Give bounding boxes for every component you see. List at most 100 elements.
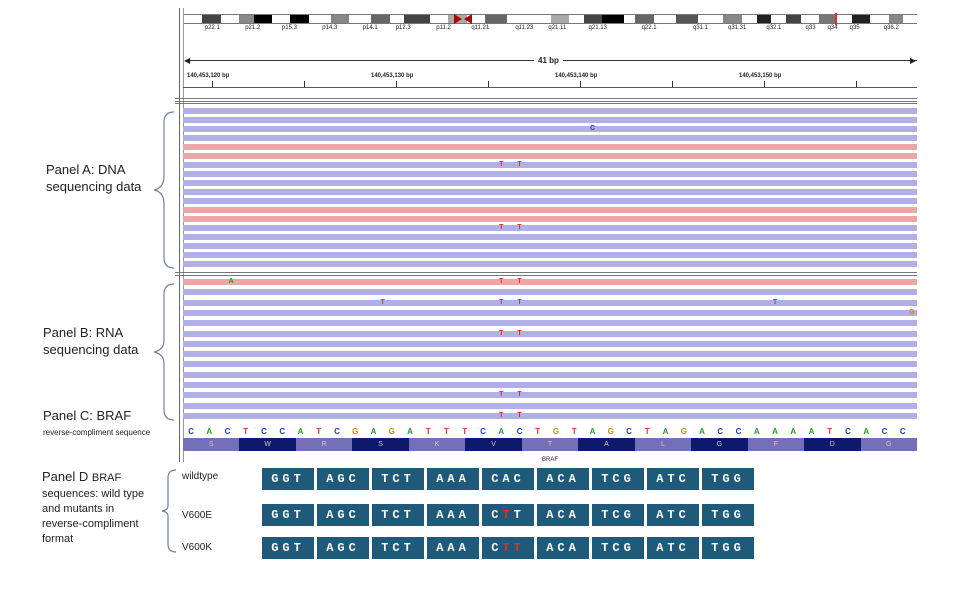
chromosome-band (569, 15, 585, 23)
sequencing-read[interactable] (183, 351, 917, 358)
ruler-right-arrow-icon: ▶ (910, 56, 917, 65)
mismatch-base: C (589, 125, 596, 132)
ruler-position-label: 140,453,150 bp (739, 73, 782, 79)
band-label: q35 (849, 25, 860, 31)
codon: ATC (647, 537, 699, 559)
mismatch-base: T (517, 278, 522, 285)
v600e-label: V600E (182, 510, 213, 521)
amino-acid: F (747, 438, 805, 451)
codon: AAA (427, 537, 479, 559)
rna-reads-track[interactable]: A T T T T T T G T T T T T T (183, 278, 917, 424)
band-label: p22.1 (204, 25, 220, 31)
sequencing-read[interactable] (183, 180, 917, 186)
chromosome-band (771, 15, 786, 23)
band-label: p12.3 (395, 25, 411, 31)
amino-acid: L (634, 438, 692, 451)
chromosome-band (697, 15, 724, 23)
sequencing-read[interactable] (183, 216, 917, 222)
reference-base: T (243, 427, 249, 436)
sequencing-read[interactable] (183, 189, 917, 195)
codon: TCT (372, 537, 424, 559)
chromosome-band (371, 15, 390, 23)
amino-acid: W (239, 438, 296, 451)
sequencing-read[interactable] (183, 198, 917, 204)
chromosome-band (184, 15, 203, 23)
mismatch-base: T (517, 411, 522, 419)
sequencing-read[interactable] (183, 252, 917, 258)
sequencing-read[interactable] (183, 207, 917, 213)
current-locus-marker (835, 13, 838, 25)
ruler-position-label: 140,453,130 bp (371, 73, 414, 79)
reference-base: A (407, 427, 413, 436)
sequencing-read[interactable] (183, 135, 917, 141)
sequencing-read[interactable] (183, 402, 917, 409)
sequencing-read[interactable] (183, 412, 917, 419)
band-label: p14.3 (322, 25, 338, 31)
chromosome-band (330, 15, 350, 23)
reference-base: T (571, 427, 577, 436)
sequencing-read[interactable] (183, 153, 917, 159)
amino-acid: S (183, 438, 240, 451)
sequencing-read[interactable] (183, 117, 917, 123)
reference-base: A (753, 427, 760, 436)
reference-base: C (224, 427, 231, 436)
sequencing-read[interactable] (183, 289, 917, 296)
sequencing-read[interactable] (183, 330, 917, 337)
sequencing-read[interactable] (183, 382, 917, 388)
band-label: q31.31 (727, 25, 747, 31)
sequencing-read[interactable] (183, 340, 917, 347)
sequencing-read[interactable] (183, 392, 917, 399)
chromosome-band (253, 15, 273, 23)
reference-base: C (516, 427, 523, 436)
chromosome-band (870, 15, 889, 23)
amino-acid: S (352, 438, 409, 451)
mismatch-base: T (517, 224, 522, 231)
sequencing-read[interactable] (183, 144, 917, 150)
band-label: p14.1 (362, 25, 378, 31)
codon: ATC (647, 468, 699, 490)
mismatch-base: T (499, 278, 504, 285)
chromosome-band (837, 15, 852, 23)
sequencing-read[interactable] (183, 371, 917, 378)
mismatch-base: T (517, 391, 522, 399)
sequencing-read[interactable] (183, 309, 917, 316)
sequencing-read[interactable] (183, 234, 917, 240)
reference-base: A (297, 427, 304, 436)
codon: ACA (537, 468, 589, 490)
wildtype-label: wildtype (182, 471, 219, 482)
panel-a-brace-icon (153, 111, 175, 269)
track-separator-5 (175, 275, 917, 276)
sequencing-read[interactable] (183, 108, 917, 114)
sequencing-read[interactable] (183, 320, 917, 327)
reference-base: C (845, 427, 851, 436)
mismatch-base: T (772, 298, 778, 306)
sequencing-read[interactable] (183, 171, 917, 177)
chromosome-band (551, 15, 570, 23)
band-label: q11.23 (515, 25, 534, 31)
codon: CAC (482, 468, 534, 490)
dna-reads-track[interactable]: C T T T T (183, 108, 917, 270)
chromosome-band (239, 15, 254, 23)
chromosome-ideogram[interactable] (183, 13, 918, 25)
sequencing-read[interactable] (183, 361, 917, 368)
band-label: q21.13 (588, 25, 607, 31)
sequencing-read[interactable] (183, 243, 917, 249)
sequencing-read[interactable] (183, 261, 917, 267)
chromosome-band (800, 15, 819, 23)
codon: AAA (427, 468, 479, 490)
sequencing-read[interactable] (183, 299, 917, 306)
panel-b-label: Panel B: RNA sequencing data (43, 325, 139, 357)
panel-b-brace-icon (153, 283, 175, 421)
sequencing-read[interactable] (183, 162, 917, 168)
chromosome-band (723, 15, 742, 23)
reference-base: C (735, 427, 742, 436)
sequencing-read[interactable] (183, 279, 917, 285)
band-label: q32.1 (766, 25, 782, 31)
codon: ACA (537, 504, 589, 526)
reference-base: T (827, 427, 833, 436)
chromosome-band (888, 15, 904, 23)
sequencing-read[interactable] (183, 126, 917, 132)
reference-base: C (717, 427, 724, 436)
sequencing-read[interactable] (183, 225, 917, 231)
codon-base: T (513, 508, 525, 522)
